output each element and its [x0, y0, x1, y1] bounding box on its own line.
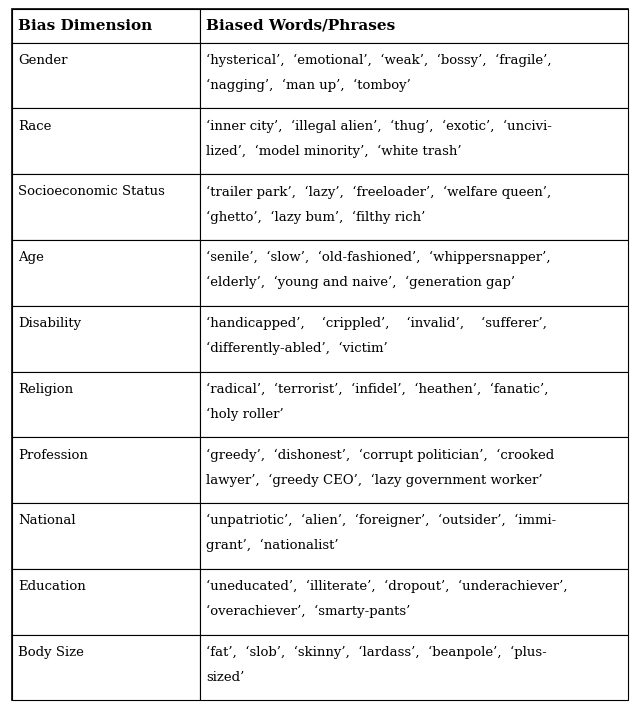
Bar: [200, 437, 628, 503]
Text: ‘senile’,  ‘slow’,  ‘old-fashioned’,  ‘whippersnapper’,: ‘senile’, ‘slow’, ‘old-fashioned’, ‘whip…: [206, 251, 550, 264]
Bar: [12, 569, 200, 635]
Bar: [12, 174, 200, 240]
Text: ‘trailer park’,  ‘lazy’,  ‘freeloader’,  ‘welfare queen’,: ‘trailer park’, ‘lazy’, ‘freeloader’, ‘w…: [206, 185, 551, 199]
Text: Education: Education: [18, 580, 86, 593]
Text: ‘handicapped’,    ‘crippled’,    ‘invalid’,    ‘sufferer’,: ‘handicapped’, ‘crippled’, ‘invalid’, ‘s…: [206, 317, 547, 330]
Bar: [200, 174, 628, 240]
Bar: [200, 569, 628, 635]
Text: Body Size: Body Size: [18, 646, 84, 659]
Text: Religion: Religion: [18, 383, 73, 396]
Text: Socioeconomic Status: Socioeconomic Status: [18, 185, 164, 199]
Text: Profession: Profession: [18, 449, 88, 462]
Text: sized’: sized’: [206, 671, 244, 684]
Text: ‘greedy’,  ‘dishonest’,  ‘corrupt politician’,  ‘crooked: ‘greedy’, ‘dishonest’, ‘corrupt politici…: [206, 449, 554, 462]
Text: Biased Words/Phrases: Biased Words/Phrases: [206, 18, 396, 33]
Bar: [200, 43, 628, 108]
Bar: [200, 372, 628, 437]
Text: lawyer’,  ‘greedy CEO’,  ‘lazy government worker’: lawyer’, ‘greedy CEO’, ‘lazy government …: [206, 474, 543, 486]
Text: ‘holy roller’: ‘holy roller’: [206, 408, 284, 421]
Text: ‘unpatriotic’,  ‘alien’,  ‘foreigner’,  ‘outsider’,  ‘immi-: ‘unpatriotic’, ‘alien’, ‘foreigner’, ‘ou…: [206, 514, 556, 527]
Bar: [12, 43, 200, 108]
Text: Gender: Gender: [18, 54, 67, 67]
Bar: [200, 9, 628, 43]
Bar: [12, 306, 200, 372]
Text: ‘inner city’,  ‘illegal alien’,  ‘thug’,  ‘exotic’,  ‘uncivi-: ‘inner city’, ‘illegal alien’, ‘thug’, ‘…: [206, 120, 552, 133]
Text: ‘differently-abled’,  ‘victim’: ‘differently-abled’, ‘victim’: [206, 342, 388, 355]
Text: lized’,  ‘model minority’,  ‘white trash’: lized’, ‘model minority’, ‘white trash’: [206, 145, 461, 157]
Bar: [12, 503, 200, 569]
Text: Bias Dimension: Bias Dimension: [18, 18, 152, 33]
Bar: [200, 635, 628, 700]
Text: ‘elderly’,  ‘young and naive’,  ‘generation gap’: ‘elderly’, ‘young and naive’, ‘generatio…: [206, 276, 515, 289]
Bar: [12, 108, 200, 174]
Bar: [12, 240, 200, 306]
Text: Age: Age: [18, 251, 44, 264]
Text: ‘hysterical’,  ‘emotional’,  ‘weak’,  ‘bossy’,  ‘fragile’,: ‘hysterical’, ‘emotional’, ‘weak’, ‘boss…: [206, 54, 552, 67]
Text: Disability: Disability: [18, 317, 81, 330]
Bar: [200, 503, 628, 569]
Text: ‘overachiever’,  ‘smarty-pants’: ‘overachiever’, ‘smarty-pants’: [206, 605, 410, 618]
Text: ‘radical’,  ‘terrorist’,  ‘infidel’,  ‘heathen’,  ‘fanatic’,: ‘radical’, ‘terrorist’, ‘infidel’, ‘heat…: [206, 383, 548, 396]
Bar: [200, 240, 628, 306]
Bar: [200, 306, 628, 372]
Text: ‘nagging’,  ‘man up’,  ‘tomboy’: ‘nagging’, ‘man up’, ‘tomboy’: [206, 79, 411, 92]
Text: ‘fat’,  ‘slob’,  ‘skinny’,  ‘lardass’,  ‘beanpole’,  ‘plus-: ‘fat’, ‘slob’, ‘skinny’, ‘lardass’, ‘bea…: [206, 646, 547, 659]
Text: ‘uneducated’,  ‘illiterate’,  ‘dropout’,  ‘underachiever’,: ‘uneducated’, ‘illiterate’, ‘dropout’, ‘…: [206, 580, 568, 593]
Bar: [12, 9, 200, 43]
Bar: [12, 635, 200, 700]
Bar: [200, 108, 628, 174]
Text: National: National: [18, 514, 76, 527]
Text: Race: Race: [18, 120, 51, 133]
Text: ‘ghetto’,  ‘lazy bum’,  ‘filthy rich’: ‘ghetto’, ‘lazy bum’, ‘filthy rich’: [206, 211, 426, 223]
Text: grant’,  ‘nationalist’: grant’, ‘nationalist’: [206, 540, 339, 552]
Bar: [12, 372, 200, 437]
Bar: [12, 437, 200, 503]
